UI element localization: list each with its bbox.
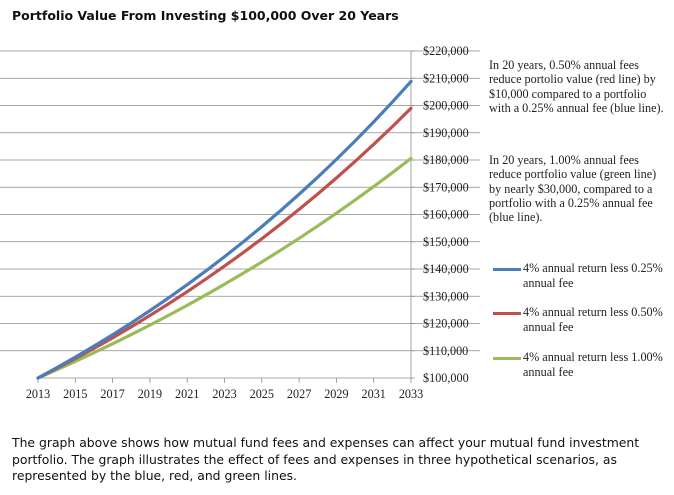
x-tick-label: 2023 — [212, 387, 236, 401]
annotation-red-vs-blue: In 20 years, 0.50% annual fees reduce po… — [489, 58, 664, 115]
series-line — [36, 106, 413, 380]
y-tick-label: $100,000 — [423, 371, 469, 385]
y-tick-label: $190,000 — [423, 126, 469, 140]
x-tick-label: 2021 — [175, 387, 199, 401]
legend-swatch-blue — [493, 268, 521, 271]
legend-swatch-green — [493, 357, 521, 360]
x-tick-label: 2019 — [138, 387, 162, 401]
series-line — [36, 156, 413, 380]
axes — [37, 50, 415, 383]
x-tick-label: 2029 — [324, 387, 348, 401]
legend-label-red: 4% annual return less 0.50% annual fee — [523, 305, 663, 334]
chart-title: Portfolio Value From Investing $100,000 … — [12, 8, 399, 23]
legend-item-green: 4% annual return less 1.00% annual fee — [493, 350, 671, 385]
x-tick-label: 2033 — [399, 387, 423, 401]
x-tick-label: 2013 — [26, 387, 50, 401]
x-tick-label: 2031 — [362, 387, 386, 401]
x-tick-label: 2017 — [100, 387, 124, 401]
gridlines — [0, 50, 480, 352]
chart-caption: The graph above shows how mutual fund fe… — [12, 435, 640, 483]
y-tick-label: $200,000 — [423, 99, 469, 113]
x-tick-labels: 2013 2015 2017 2019 2021 2023 2025 2027 2029 2031… — [26, 387, 423, 401]
x-tick-label: 2015 — [63, 387, 87, 401]
y-tick-labels: $100,000 $110,000 $120,000 $130,000 $140,000… — [423, 44, 469, 385]
y-tick-label: $210,000 — [423, 71, 469, 85]
y-tick-label: $130,000 — [423, 289, 469, 303]
y-tick-label: $170,000 — [423, 180, 469, 194]
y-tick-label: $110,000 — [423, 344, 468, 358]
y-tick-label: $160,000 — [423, 208, 469, 222]
y-tick-label: $180,000 — [423, 153, 469, 167]
line-chart: $100,000 $110,000 $120,000 $130,000 $140,000… — [0, 44, 480, 401]
x-tick-label: 2027 — [287, 387, 311, 401]
y-tick-label: $220,000 — [423, 44, 469, 58]
legend-label-green: 4% annual return less 1.00% annual fee — [523, 350, 663, 379]
series-line — [36, 79, 413, 380]
x-tick-label: 2025 — [250, 387, 274, 401]
y-tick-label: $140,000 — [423, 262, 469, 276]
series-lines — [36, 79, 413, 380]
legend-item-red: 4% annual return less 0.50% annual fee — [493, 305, 671, 340]
legend-swatch-red — [493, 312, 521, 315]
annotation-green-vs-blue: In 20 years, 1.00% annual fees reduce po… — [489, 153, 657, 225]
y-tick-label: $120,000 — [423, 317, 469, 331]
legend-item-blue: 4% annual return less 0.25% annual fee — [493, 261, 671, 296]
y-tick-label: $150,000 — [423, 235, 469, 249]
legend-label-blue: 4% annual return less 0.25% annual fee — [523, 261, 663, 290]
